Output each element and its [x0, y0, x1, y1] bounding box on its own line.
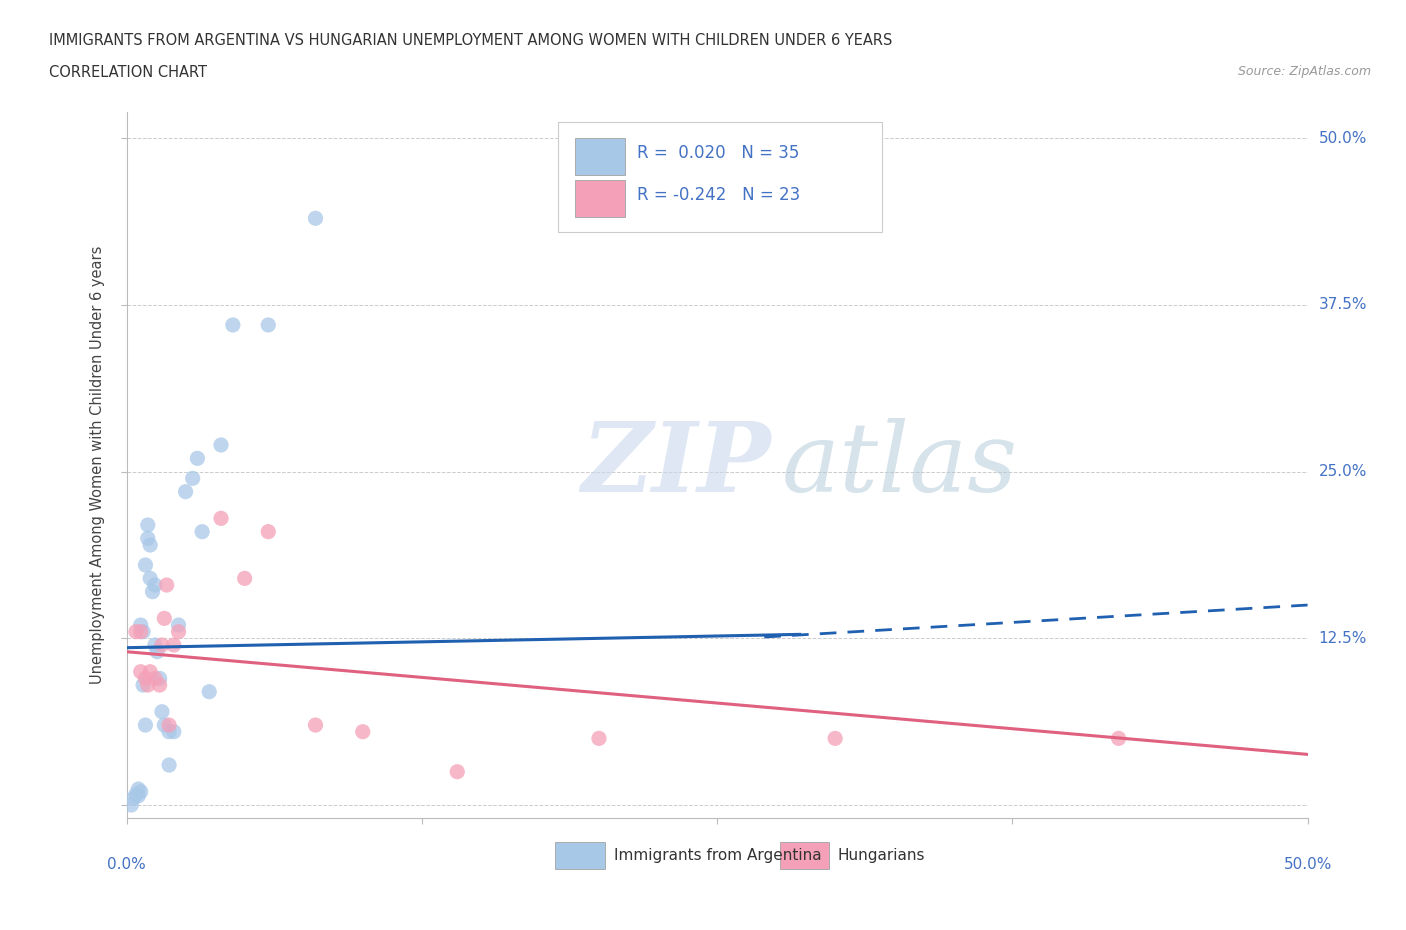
Point	[157, 758, 180, 773]
Point	[1108, 731, 1130, 746]
Point	[257, 525, 280, 539]
Text: Immigrants from Argentina: Immigrants from Argentina	[614, 847, 823, 863]
Text: 50.0%: 50.0%	[1284, 857, 1331, 872]
Point	[139, 571, 162, 586]
Text: Hungarians: Hungarians	[838, 847, 925, 863]
Point	[153, 611, 176, 626]
Point	[209, 511, 232, 525]
Point	[174, 485, 197, 499]
Text: R =  0.020   N = 35: R = 0.020 N = 35	[637, 143, 799, 162]
Point	[143, 578, 166, 592]
Point	[167, 618, 190, 632]
Point	[198, 684, 221, 699]
Point	[136, 678, 159, 693]
Point	[134, 718, 156, 733]
Point	[163, 638, 186, 653]
Text: atlas: atlas	[782, 418, 1018, 512]
Text: CORRELATION CHART: CORRELATION CHART	[49, 65, 207, 80]
Text: 25.0%: 25.0%	[1319, 464, 1367, 479]
Point	[157, 718, 180, 733]
Point	[129, 784, 152, 799]
Point	[209, 437, 232, 452]
Point	[163, 724, 186, 739]
Y-axis label: Unemployment Among Women with Children Under 6 years: Unemployment Among Women with Children U…	[90, 246, 105, 684]
Point	[132, 624, 155, 639]
Point	[157, 724, 180, 739]
Point	[304, 718, 326, 733]
Point	[136, 531, 159, 546]
Text: 12.5%: 12.5%	[1319, 631, 1367, 645]
Point	[139, 664, 162, 679]
Point	[149, 678, 172, 693]
Point	[132, 678, 155, 693]
Point	[304, 211, 326, 226]
Text: 0.0%: 0.0%	[107, 857, 146, 872]
Text: 37.5%: 37.5%	[1319, 298, 1367, 312]
Point	[191, 525, 214, 539]
Point	[120, 798, 142, 813]
Point	[233, 571, 256, 586]
Point	[143, 638, 166, 653]
Point	[125, 624, 148, 639]
Point	[181, 471, 204, 485]
Point	[824, 731, 846, 746]
FancyBboxPatch shape	[558, 122, 883, 232]
Point	[125, 787, 148, 802]
Point	[150, 638, 173, 653]
Point	[134, 558, 156, 573]
Text: ZIP: ZIP	[581, 418, 770, 512]
Point	[257, 317, 280, 332]
Point	[222, 317, 245, 332]
FancyBboxPatch shape	[575, 138, 624, 175]
Text: 50.0%: 50.0%	[1319, 131, 1367, 146]
FancyBboxPatch shape	[575, 180, 624, 217]
Text: IMMIGRANTS FROM ARGENTINA VS HUNGARIAN UNEMPLOYMENT AMONG WOMEN WITH CHILDREN UN: IMMIGRANTS FROM ARGENTINA VS HUNGARIAN U…	[49, 33, 893, 47]
Point	[588, 731, 610, 746]
Point	[156, 578, 179, 592]
Point	[129, 624, 152, 639]
Point	[153, 718, 176, 733]
Point	[146, 644, 169, 659]
Point	[122, 790, 145, 805]
FancyBboxPatch shape	[555, 842, 605, 870]
Point	[141, 584, 163, 599]
FancyBboxPatch shape	[780, 842, 830, 870]
Point	[150, 704, 173, 719]
Text: R = -0.242   N = 23: R = -0.242 N = 23	[637, 186, 800, 204]
Point	[139, 538, 162, 552]
Point	[143, 671, 166, 685]
Point	[129, 618, 152, 632]
Point	[446, 764, 468, 779]
Point	[134, 671, 156, 685]
Point	[352, 724, 374, 739]
Point	[167, 624, 190, 639]
Point	[129, 664, 152, 679]
Point	[136, 518, 159, 533]
Point	[127, 781, 149, 796]
Point	[186, 451, 208, 466]
Point	[149, 671, 172, 685]
Text: Source: ZipAtlas.com: Source: ZipAtlas.com	[1237, 65, 1371, 78]
Point	[127, 789, 149, 804]
